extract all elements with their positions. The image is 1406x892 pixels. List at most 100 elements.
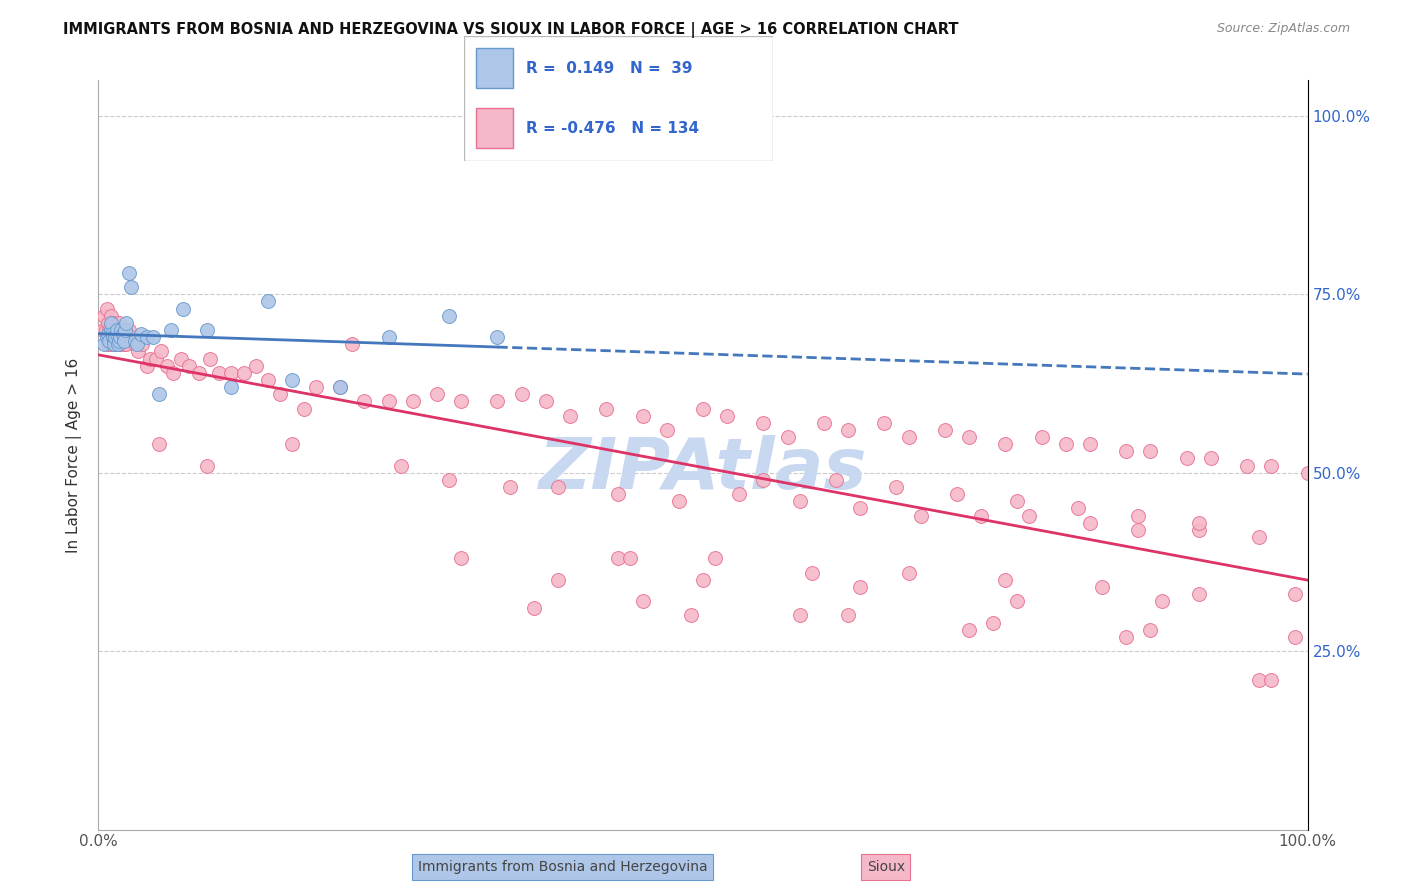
Point [114,337,136,351]
Text: IMMIGRANTS FROM BOSNIA AND HERZEGOVINA VS SIOUX IN LABOR FORCE | AGE > 16 CORREL: IMMIGRANTS FROM BOSNIA AND HERZEGOVINA V… [63,22,959,38]
Point [93,337,115,351]
Point [156,359,179,373]
Point [752,416,775,430]
Point [668,494,690,508]
Point [100,337,122,351]
Point [837,608,859,623]
Point [245,359,267,373]
Point [849,501,872,516]
Point [498,480,520,494]
Point [631,594,654,608]
Point [534,394,557,409]
Point [108,330,131,344]
Point [100,330,122,344]
Point [162,366,184,380]
Point [94,323,117,337]
Point [873,416,896,430]
Point [114,323,136,337]
Point [1260,673,1282,687]
Point [450,551,472,566]
Point [198,351,221,366]
Text: ZIPAtlas: ZIPAtlas [538,435,868,504]
Point [1054,437,1077,451]
Point [108,316,131,330]
Point [172,301,194,316]
Text: R = -0.476   N = 134: R = -0.476 N = 134 [526,120,699,136]
Point [187,366,209,380]
Point [486,330,509,344]
Point [1067,501,1090,516]
Point [269,387,291,401]
Point [886,480,908,494]
Point [897,430,920,444]
Point [1236,458,1258,473]
Point [486,394,509,409]
Point [510,387,533,401]
Point [108,330,131,344]
Point [91,323,114,337]
Point [994,437,1017,451]
Point [105,323,128,337]
Point [523,601,546,615]
Point [103,337,125,351]
Point [789,494,811,508]
Point [256,294,278,309]
Point [837,423,859,437]
Text: Immigrants from Bosnia and Herzegovina: Immigrants from Bosnia and Herzegovina [418,860,707,874]
Point [1128,508,1150,523]
Point [402,394,425,409]
Point [118,323,141,337]
Point [776,430,799,444]
Point [98,334,121,348]
Point [1031,430,1053,444]
Point [558,409,581,423]
Point [1115,444,1137,458]
Point [607,551,630,566]
Point [150,344,173,359]
Point [120,280,142,294]
Point [110,323,132,337]
Point [825,473,848,487]
Point [111,323,134,337]
Point [135,359,157,373]
Point [897,566,920,580]
Point [221,366,243,380]
Point [910,508,932,523]
Point [103,334,125,348]
Point [105,326,128,341]
Point [103,323,125,337]
Point [221,380,243,394]
Point [100,316,122,330]
Point [426,387,449,401]
Bar [477,108,513,148]
Point [329,380,352,394]
Point [1115,630,1137,644]
Point [100,323,122,337]
Point [93,309,115,323]
Point [631,409,654,423]
Point [127,337,149,351]
Point [934,423,956,437]
Point [97,337,120,351]
Point [1007,594,1029,608]
Point [970,508,993,523]
Point [305,380,328,394]
Point [129,326,152,341]
Point [179,359,201,373]
Point [232,366,254,380]
Text: Sioux: Sioux [866,860,905,874]
Point [120,330,142,344]
Point [1007,494,1029,508]
Point [112,334,135,348]
Point [107,337,129,351]
Point [1188,523,1211,537]
Point [377,394,399,409]
Point [437,473,460,487]
Bar [477,48,513,88]
Point [281,437,304,451]
Point [789,608,811,623]
Point [118,266,141,280]
Point [97,316,120,330]
Point [139,351,162,366]
Point [1199,451,1222,466]
